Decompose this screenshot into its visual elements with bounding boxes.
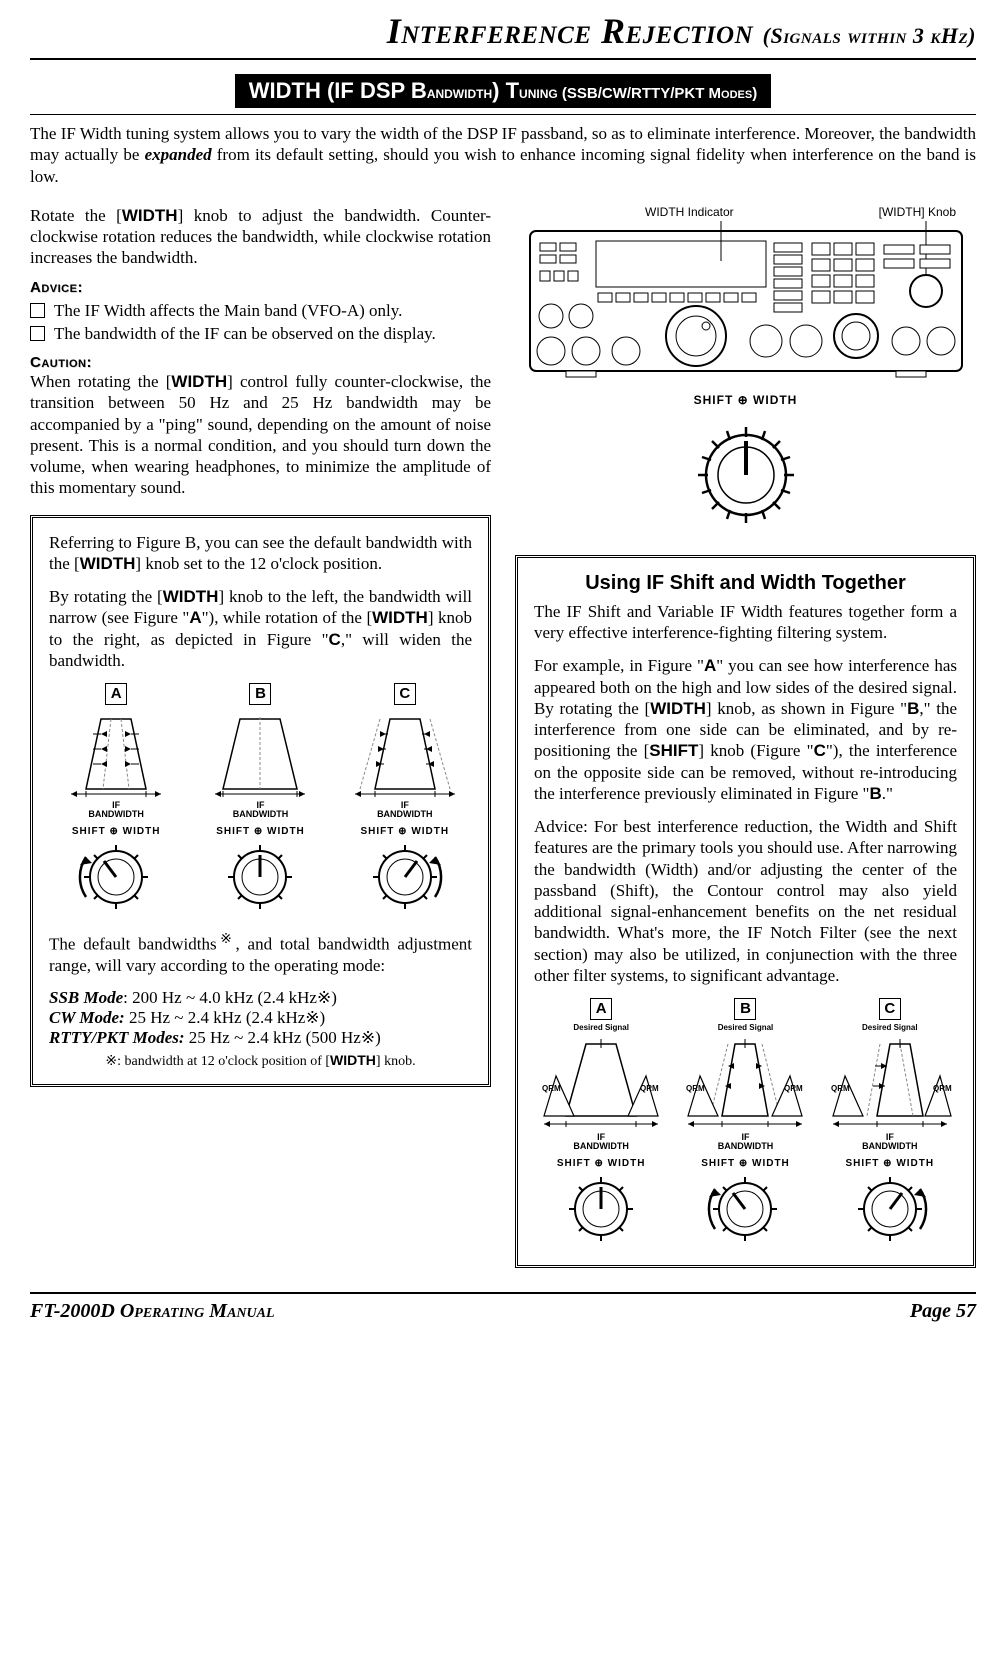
- sw-label: SHIFT ⊕ WIDTH: [678, 1158, 812, 1169]
- box1-figure-row: A IFBANDWIDTH S: [49, 683, 472, 917]
- bw-label: IFBANDWIDTH: [534, 1133, 668, 1152]
- big-knob-label: SHIFT ⊕ WIDTH: [515, 393, 976, 407]
- svg-text:QRM: QRM: [933, 1084, 952, 1093]
- desired-label: Desired Signal: [573, 1024, 629, 1032]
- box1-p2: By rotating the [WIDTH] knob to the left…: [49, 586, 472, 671]
- advice-item: The IF Width affects the Main band (VFO-…: [30, 300, 491, 321]
- mode-list: SSB Mode: 200 Hz ~ 4.0 kHz (2.4 kHz※) CW…: [49, 988, 472, 1048]
- shift-width-box: Using IF Shift and Width Together The IF…: [515, 555, 976, 1268]
- page-footer: FT-2000D Operating Manual Page 57: [30, 1292, 976, 1323]
- sw-label: SHIFT ⊕ WIDTH: [49, 826, 183, 837]
- knob-ccw-icon: [66, 837, 166, 917]
- box1-p1: Referring to Figure B, you can see the d…: [49, 532, 472, 575]
- bw-label: IFBANDWIDTH: [823, 1133, 957, 1152]
- section-title: WIDTH (IF DSP Bandwidth) Tuning (SSB/CW/…: [235, 74, 771, 108]
- box2-p3: Advice: For best interference reduction,…: [534, 816, 957, 986]
- fig-letter: B: [734, 998, 756, 1020]
- sw-label: SHIFT ⊕ WIDTH: [193, 826, 327, 837]
- advice-heading: Advice:: [30, 279, 491, 296]
- passband-wide-icon: [350, 709, 460, 799]
- width-indicator-label: WIDTH Indicator: [645, 205, 734, 219]
- box1-note: ※: bandwidth at 12 o'clock position of […: [49, 1052, 472, 1070]
- sw-label: SHIFT ⊕ WIDTH: [338, 826, 472, 837]
- svg-text:QRM: QRM: [542, 1084, 561, 1093]
- svg-text:QRM: QRM: [640, 1084, 659, 1093]
- intro-paragraph: The IF Width tuning system allows you to…: [30, 123, 976, 187]
- desired-label: Desired Signal: [718, 1024, 774, 1032]
- chapter-title: Interference Rejection (Signals within 3…: [30, 10, 976, 52]
- qrm-shifted-icon: QRM QRM: [825, 1036, 955, 1131]
- bw-label: IFBANDWIDTH: [193, 801, 327, 820]
- radio-callouts: WIDTH Indicator [WIDTH] Knob: [515, 205, 976, 219]
- box2-title: Using IF Shift and Width Together: [534, 572, 957, 595]
- knob-center-icon: [210, 837, 310, 917]
- svg-text:QRM: QRM: [686, 1084, 705, 1093]
- width-knob-label: [WIDTH] Knob: [879, 205, 956, 219]
- rotate-paragraph: Rotate the [WIDTH] knob to adjust the ba…: [30, 205, 491, 269]
- width-knob-large-icon: [681, 415, 811, 535]
- chapter-main: Interference Rejection: [387, 11, 753, 51]
- desired-label: Desired Signal: [862, 1024, 918, 1032]
- footer-right: Page 57: [910, 1300, 976, 1323]
- fig-letter: C: [879, 998, 901, 1020]
- box2-p1: The IF Shift and Variable IF Width featu…: [534, 601, 957, 644]
- knob-center-icon: [551, 1169, 651, 1247]
- fig-letter: A: [105, 683, 127, 705]
- box1-p3: The default bandwidths※, and total bandw…: [49, 931, 472, 976]
- advice-list: The IF Width affects the Main band (VFO-…: [30, 300, 491, 345]
- box2-figure-row: A Desired Signal QRM QRM: [534, 998, 957, 1247]
- box2-p2: For example, in Figure "A" you can see h…: [534, 655, 957, 804]
- passband-default-icon: [205, 709, 315, 799]
- fig-letter: B: [249, 683, 271, 705]
- knob-ccw-icon: [695, 1169, 795, 1247]
- chapter-sub: (Signals within 3 kHz): [763, 23, 976, 48]
- bw-label: IFBANDWIDTH: [678, 1133, 812, 1152]
- sw-label: SHIFT ⊕ WIDTH: [823, 1158, 957, 1169]
- fig-letter: C: [394, 683, 416, 705]
- knob-cw-icon: [355, 837, 455, 917]
- qrm-narrowed-icon: QRM QRM: [680, 1036, 810, 1131]
- bw-label: IFBANDWIDTH: [49, 801, 183, 820]
- knob-cw-icon: [840, 1169, 940, 1247]
- svg-text:QRM: QRM: [784, 1084, 803, 1093]
- bw-label: IFBANDWIDTH: [338, 801, 472, 820]
- caution-paragraph: When rotating the [WIDTH] control fully …: [30, 371, 491, 499]
- sw-label: SHIFT ⊕ WIDTH: [534, 1158, 668, 1169]
- fig-letter: A: [590, 998, 612, 1020]
- width-figure-box: Referring to Figure B, you can see the d…: [30, 515, 491, 1088]
- passband-narrow-icon: [61, 709, 171, 799]
- footer-left: FT-2000D Operating Manual: [30, 1300, 275, 1323]
- radio-front-panel-icon: [526, 221, 966, 381]
- qrm-both-icon: QRM QRM: [536, 1036, 666, 1131]
- caution-heading: Caution:: [30, 354, 491, 371]
- svg-text:QRM: QRM: [831, 1084, 850, 1093]
- advice-item: The bandwidth of the IF can be observed …: [30, 323, 491, 344]
